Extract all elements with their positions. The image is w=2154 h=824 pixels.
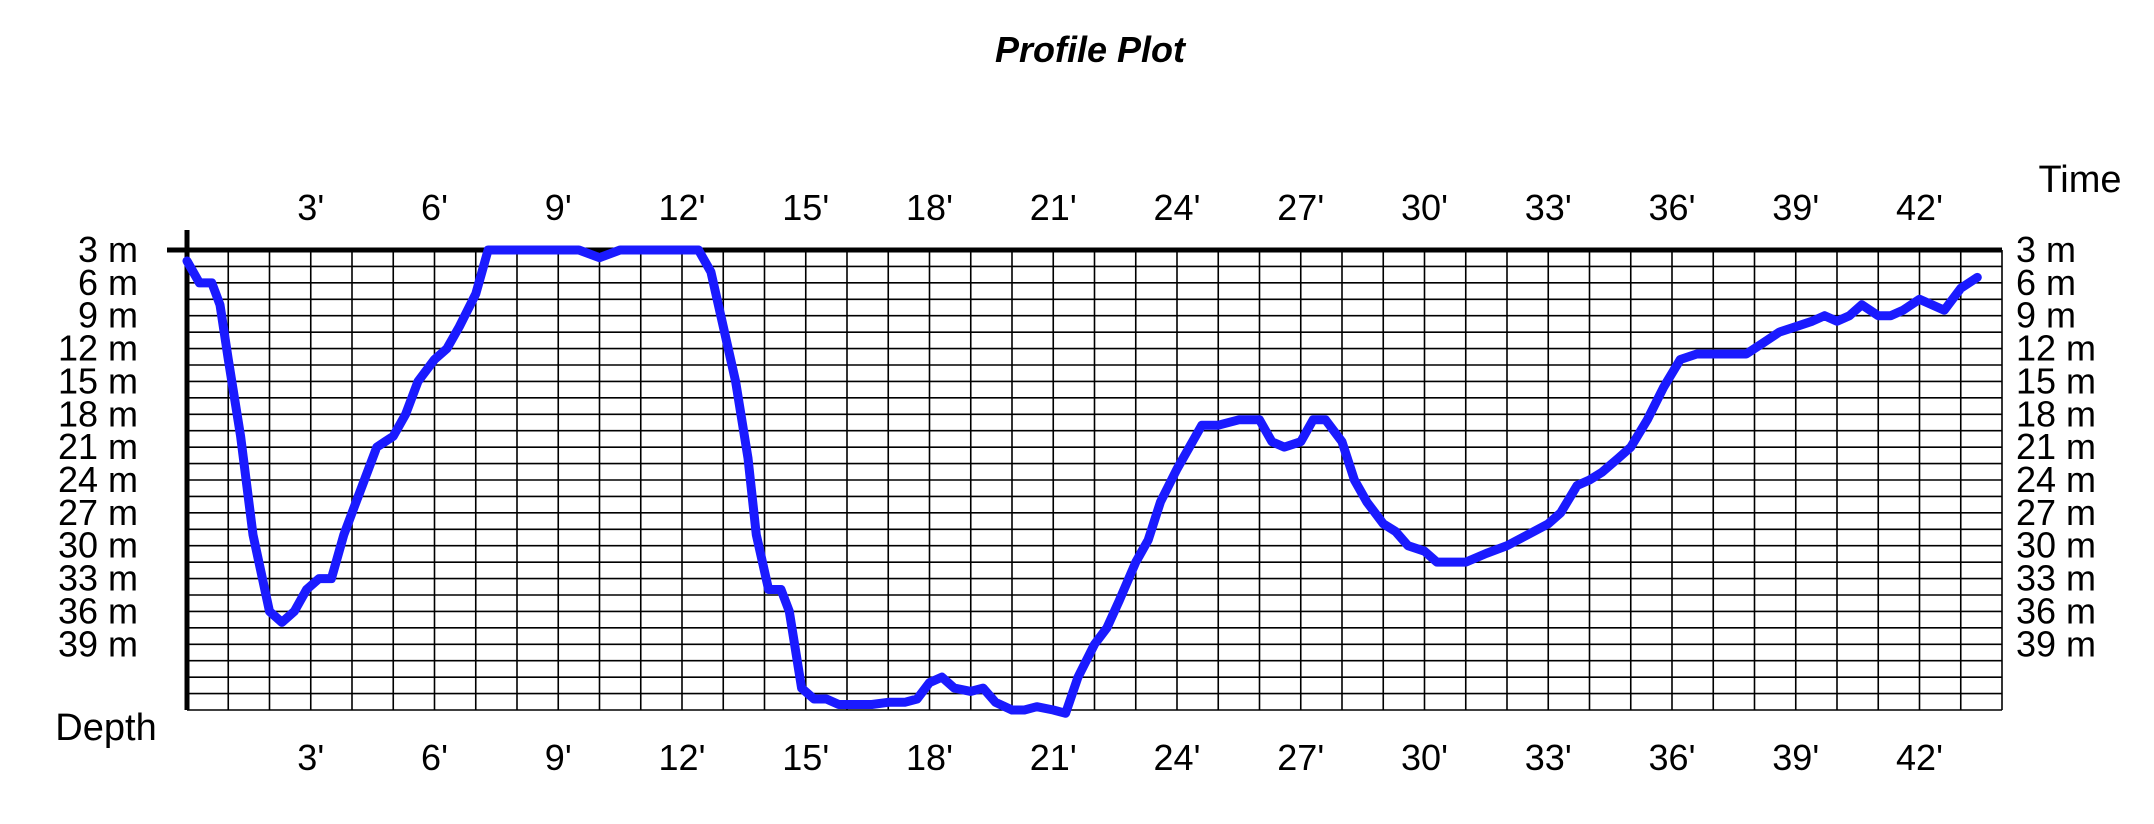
y-tick-label-right: 24 m (2016, 459, 2096, 500)
y-tick-label-right: 27 m (2016, 492, 2096, 533)
y-axis-label: Depth (55, 707, 156, 749)
x-tick-label-bottom: 24' (1154, 737, 1201, 778)
x-axis-label: Time (2038, 159, 2121, 201)
x-tick-label-bottom: 39' (1772, 737, 1819, 778)
x-tick-label-bottom: 3' (297, 737, 324, 778)
x-tick-label-bottom: 21' (1030, 737, 1077, 778)
x-tick-label-top: 42' (1896, 187, 1943, 228)
x-tick-label-bottom: 27' (1277, 737, 1324, 778)
x-tick-label-top: 21' (1030, 187, 1077, 228)
x-tick-label-top: 18' (906, 187, 953, 228)
y-tick-label-left: 12 m (58, 328, 138, 369)
x-tick-label-top: 15' (782, 187, 829, 228)
y-tick-label-left: 39 m (58, 623, 138, 664)
x-tick-label-top: 30' (1401, 187, 1448, 228)
x-tick-label-top: 33' (1525, 187, 1572, 228)
x-tick-label-top: 3' (297, 187, 324, 228)
y-tick-label-right: 21 m (2016, 426, 2096, 467)
chart-axes (167, 230, 2002, 710)
y-tick-label-left: 30 m (58, 525, 138, 566)
x-tick-label-top: 24' (1154, 187, 1201, 228)
y-tick-label-right: 18 m (2016, 393, 2096, 434)
y-tick-label-right: 9 m (2016, 295, 2076, 336)
y-tick-label-left: 18 m (58, 393, 138, 434)
x-tick-label-top: 12' (659, 187, 706, 228)
chart-title: Profile Plot (995, 29, 1187, 70)
y-tick-label-left: 9 m (78, 295, 138, 336)
chart-grid (187, 250, 2003, 711)
y-tick-label-right: 39 m (2016, 623, 2096, 664)
y-tick-label-right: 15 m (2016, 360, 2096, 401)
x-tick-label-bottom: 18' (906, 737, 953, 778)
x-tick-label-top: 6' (421, 187, 448, 228)
y-tick-label-right: 12 m (2016, 328, 2096, 369)
y-tick-label-left: 27 m (58, 492, 138, 533)
y-tick-label-left: 36 m (58, 590, 138, 631)
x-tick-label-bottom: 15' (782, 737, 829, 778)
x-tick-label-top: 36' (1649, 187, 1696, 228)
y-tick-label-left: 33 m (58, 558, 138, 599)
y-tick-label-right: 30 m (2016, 525, 2096, 566)
y-tick-label-left: 3 m (78, 229, 138, 270)
x-tick-label-bottom: 42' (1896, 737, 1943, 778)
x-tick-label-bottom: 33' (1525, 737, 1572, 778)
x-tick-label-top: 27' (1277, 187, 1324, 228)
y-tick-label-right: 3 m (2016, 229, 2076, 270)
x-tick-label-bottom: 30' (1401, 737, 1448, 778)
y-tick-label-left: 6 m (78, 262, 138, 303)
y-tick-label-right: 36 m (2016, 590, 2096, 631)
y-tick-label-left: 15 m (58, 360, 138, 401)
y-tick-label-right: 33 m (2016, 558, 2096, 599)
chart-tick-labels: 3' 3' 6' 6' 9' 9' 12' 12' 15' 15' 18' 18' 21' 21' 24' 2… (58, 187, 2096, 778)
x-tick-label-bottom: 12' (659, 737, 706, 778)
y-tick-label-left: 24 m (58, 459, 138, 500)
y-tick-label-left: 21 m (58, 426, 138, 467)
x-tick-label-top: 9' (545, 187, 572, 228)
y-tick-label-right: 6 m (2016, 262, 2076, 303)
x-tick-label-bottom: 6' (421, 737, 448, 778)
chart-series (182, 245, 1982, 718)
series-line-0 (182, 245, 1982, 718)
x-tick-label-bottom: 36' (1649, 737, 1696, 778)
x-tick-label-bottom: 9' (545, 737, 572, 778)
x-tick-label-top: 39' (1772, 187, 1819, 228)
